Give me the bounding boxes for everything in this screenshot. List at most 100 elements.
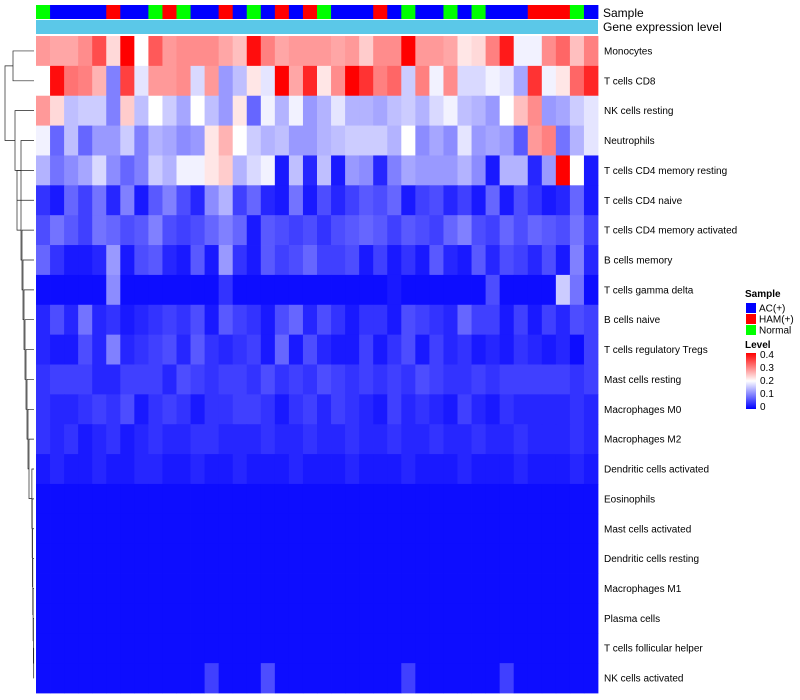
heatmap-cell [317, 364, 332, 395]
heatmap-cell [331, 274, 346, 306]
heatmap-cell [78, 454, 93, 485]
heatmap-cell [457, 185, 472, 216]
heatmap-cell [471, 245, 486, 276]
heatmap-cell [120, 663, 135, 694]
heatmap-cell [232, 454, 248, 485]
heatmap-cell [120, 274, 135, 306]
heatmap-cell [232, 513, 248, 545]
heatmap-cell [513, 155, 529, 186]
heatmap-cell [246, 36, 262, 67]
heatmap-cell [443, 603, 458, 634]
heatmap-cell [499, 543, 515, 574]
heatmap-cell [485, 603, 501, 634]
heatmap-cell [583, 304, 599, 336]
heatmap-cell [92, 394, 107, 425]
heatmap-cell [541, 185, 557, 216]
heatmap-cell [106, 304, 121, 336]
sample-annotation-cell [429, 5, 444, 19]
heatmap-cell [36, 424, 51, 455]
legend-sample-items: AC(+)HAM(+)Normal [746, 303, 794, 337]
heatmap-cell [527, 245, 543, 276]
heatmap-cell [106, 215, 121, 246]
heatmap-cell [92, 304, 107, 336]
legend-level-tick: 0.4 [760, 350, 774, 361]
heatmap-cell [499, 424, 515, 455]
heatmap-cell [527, 274, 543, 306]
sample-annotation-cell [288, 5, 304, 19]
heatmap-cell [64, 155, 79, 186]
heatmap-cell [443, 573, 458, 604]
heatmap-cell [260, 394, 276, 425]
heatmap-cell [302, 65, 318, 97]
row-label: Mast cells resting [604, 375, 681, 386]
heatmap-cell [429, 304, 444, 336]
heatmap-cell [415, 274, 430, 306]
heatmap-cell [120, 454, 135, 485]
row-label: T cells CD4 memory activated [604, 226, 737, 237]
heatmap-cell [120, 573, 135, 604]
heatmap-cell [162, 424, 177, 455]
heatmap-cell [345, 304, 360, 336]
heatmap-cell [583, 155, 599, 186]
heatmap-cell [373, 543, 388, 574]
heatmap-cell [541, 155, 557, 186]
heatmap-cell [288, 155, 304, 186]
heatmap-cell [106, 185, 121, 216]
heatmap-cell [541, 513, 557, 545]
heatmap-cell [50, 245, 65, 276]
heatmap-cell [499, 394, 515, 425]
heatmap-cell [190, 65, 205, 97]
heatmap-cell [401, 543, 416, 574]
heatmap-cell [513, 65, 529, 97]
heatmap-cell [218, 334, 234, 365]
heatmap-cell [429, 603, 444, 634]
heatmap-cell [50, 394, 65, 425]
heatmap-cell [583, 95, 599, 126]
sample-annotation-cell [359, 5, 374, 19]
heatmap-cell [471, 95, 486, 126]
sample-annotation-cell [92, 5, 107, 19]
heatmap-cell [204, 663, 220, 694]
heatmap-cell [162, 394, 177, 425]
heatmap-cell [401, 483, 416, 515]
heatmap-cell [485, 185, 501, 216]
heatmap-cell [106, 125, 121, 156]
heatmap-cell [513, 274, 529, 306]
heatmap-cell [204, 185, 220, 216]
heatmap-cell [387, 95, 402, 126]
heatmap-cell [331, 483, 346, 515]
heatmap-cell [92, 543, 107, 574]
heatmap-cell [204, 543, 220, 574]
heatmap-cell [232, 543, 248, 574]
heatmap-cell [78, 513, 93, 545]
heatmap-cell [120, 513, 135, 545]
heatmap-cell [218, 394, 234, 425]
heatmap-cell [190, 513, 205, 545]
legend-sample-title: Sample [745, 289, 781, 300]
legend-swatch [746, 325, 756, 335]
heatmap-cell [471, 125, 486, 156]
heatmap-cell [359, 125, 374, 156]
heatmap-cell [218, 36, 234, 67]
heatmap-cell [176, 304, 191, 336]
heatmap-cell [274, 513, 290, 545]
heatmap-cell [288, 185, 304, 216]
heatmap-cell [415, 633, 430, 664]
heatmap-cell [569, 394, 585, 425]
heatmap-cell [260, 245, 276, 276]
heatmap-cell [232, 663, 248, 694]
heatmap-cell [555, 334, 571, 365]
sample-annotation-cell [415, 5, 430, 19]
heatmap-cell [359, 274, 374, 306]
heatmap-cell [120, 334, 135, 365]
heatmap-cell [401, 454, 416, 485]
heatmap-cell [92, 65, 107, 97]
heatmap-cell [387, 633, 402, 664]
heatmap-cell [92, 483, 107, 515]
heatmap-cell [359, 603, 374, 634]
heatmap-cell [134, 663, 149, 694]
heatmap-cell [64, 543, 79, 574]
heatmap-cell [401, 185, 416, 216]
heatmap-cell [246, 513, 262, 545]
sample-annotation-cell [260, 5, 276, 19]
